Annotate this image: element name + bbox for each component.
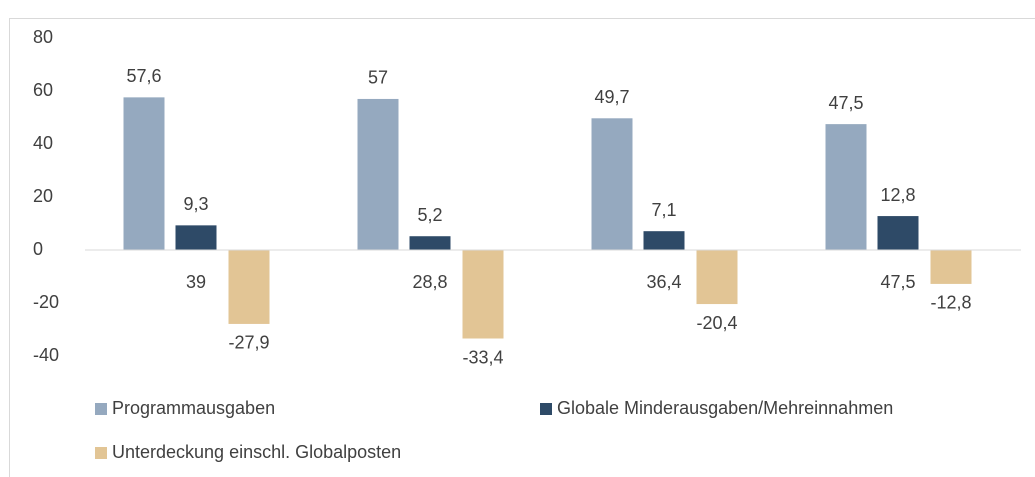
bar — [930, 250, 972, 284]
y-tick-label: -20 — [33, 292, 59, 312]
data-label: -20,4 — [696, 313, 737, 333]
y-tick-label: 20 — [33, 186, 53, 206]
y-tick-label: -40 — [33, 345, 59, 365]
bar — [357, 98, 399, 250]
legend-swatch — [95, 403, 107, 415]
bar — [696, 250, 738, 305]
data-label: 57 — [368, 68, 388, 88]
y-tick-label: 0 — [33, 239, 43, 259]
annotation: 39 — [186, 272, 206, 292]
data-label: 57,6 — [126, 66, 161, 86]
bar — [825, 124, 867, 250]
data-label: 49,7 — [594, 87, 629, 107]
legend-swatch — [540, 403, 552, 415]
y-tick-label: 60 — [33, 80, 53, 100]
annotation: 36,4 — [646, 272, 681, 292]
y-tick-label: 40 — [33, 133, 53, 153]
data-label: -33,4 — [462, 347, 503, 367]
data-label: 5,2 — [417, 205, 442, 225]
bar — [123, 97, 165, 250]
bar — [591, 118, 633, 250]
bar — [228, 250, 270, 324]
bar — [462, 250, 504, 339]
legend-label: Globale Minderausgaben/Mehreinnahmen — [557, 398, 893, 418]
bar — [409, 236, 451, 250]
data-label: 7,1 — [651, 200, 676, 220]
legend-swatch — [95, 447, 107, 459]
legend-label: Unterdeckung einschl. Globalposten — [112, 442, 401, 462]
annotation: 28,8 — [412, 272, 447, 292]
data-label: -27,9 — [228, 333, 269, 353]
annotation: 47,5 — [880, 272, 915, 292]
data-label: 47,5 — [828, 93, 863, 113]
legend-label: Programmausgaben — [112, 398, 275, 418]
bar — [175, 225, 217, 250]
data-label: -12,8 — [930, 293, 971, 313]
data-label: 12,8 — [880, 185, 915, 205]
bar — [877, 216, 919, 250]
bar — [643, 231, 685, 250]
data-label: 9,3 — [183, 194, 208, 214]
y-tick-label: 80 — [33, 27, 53, 47]
